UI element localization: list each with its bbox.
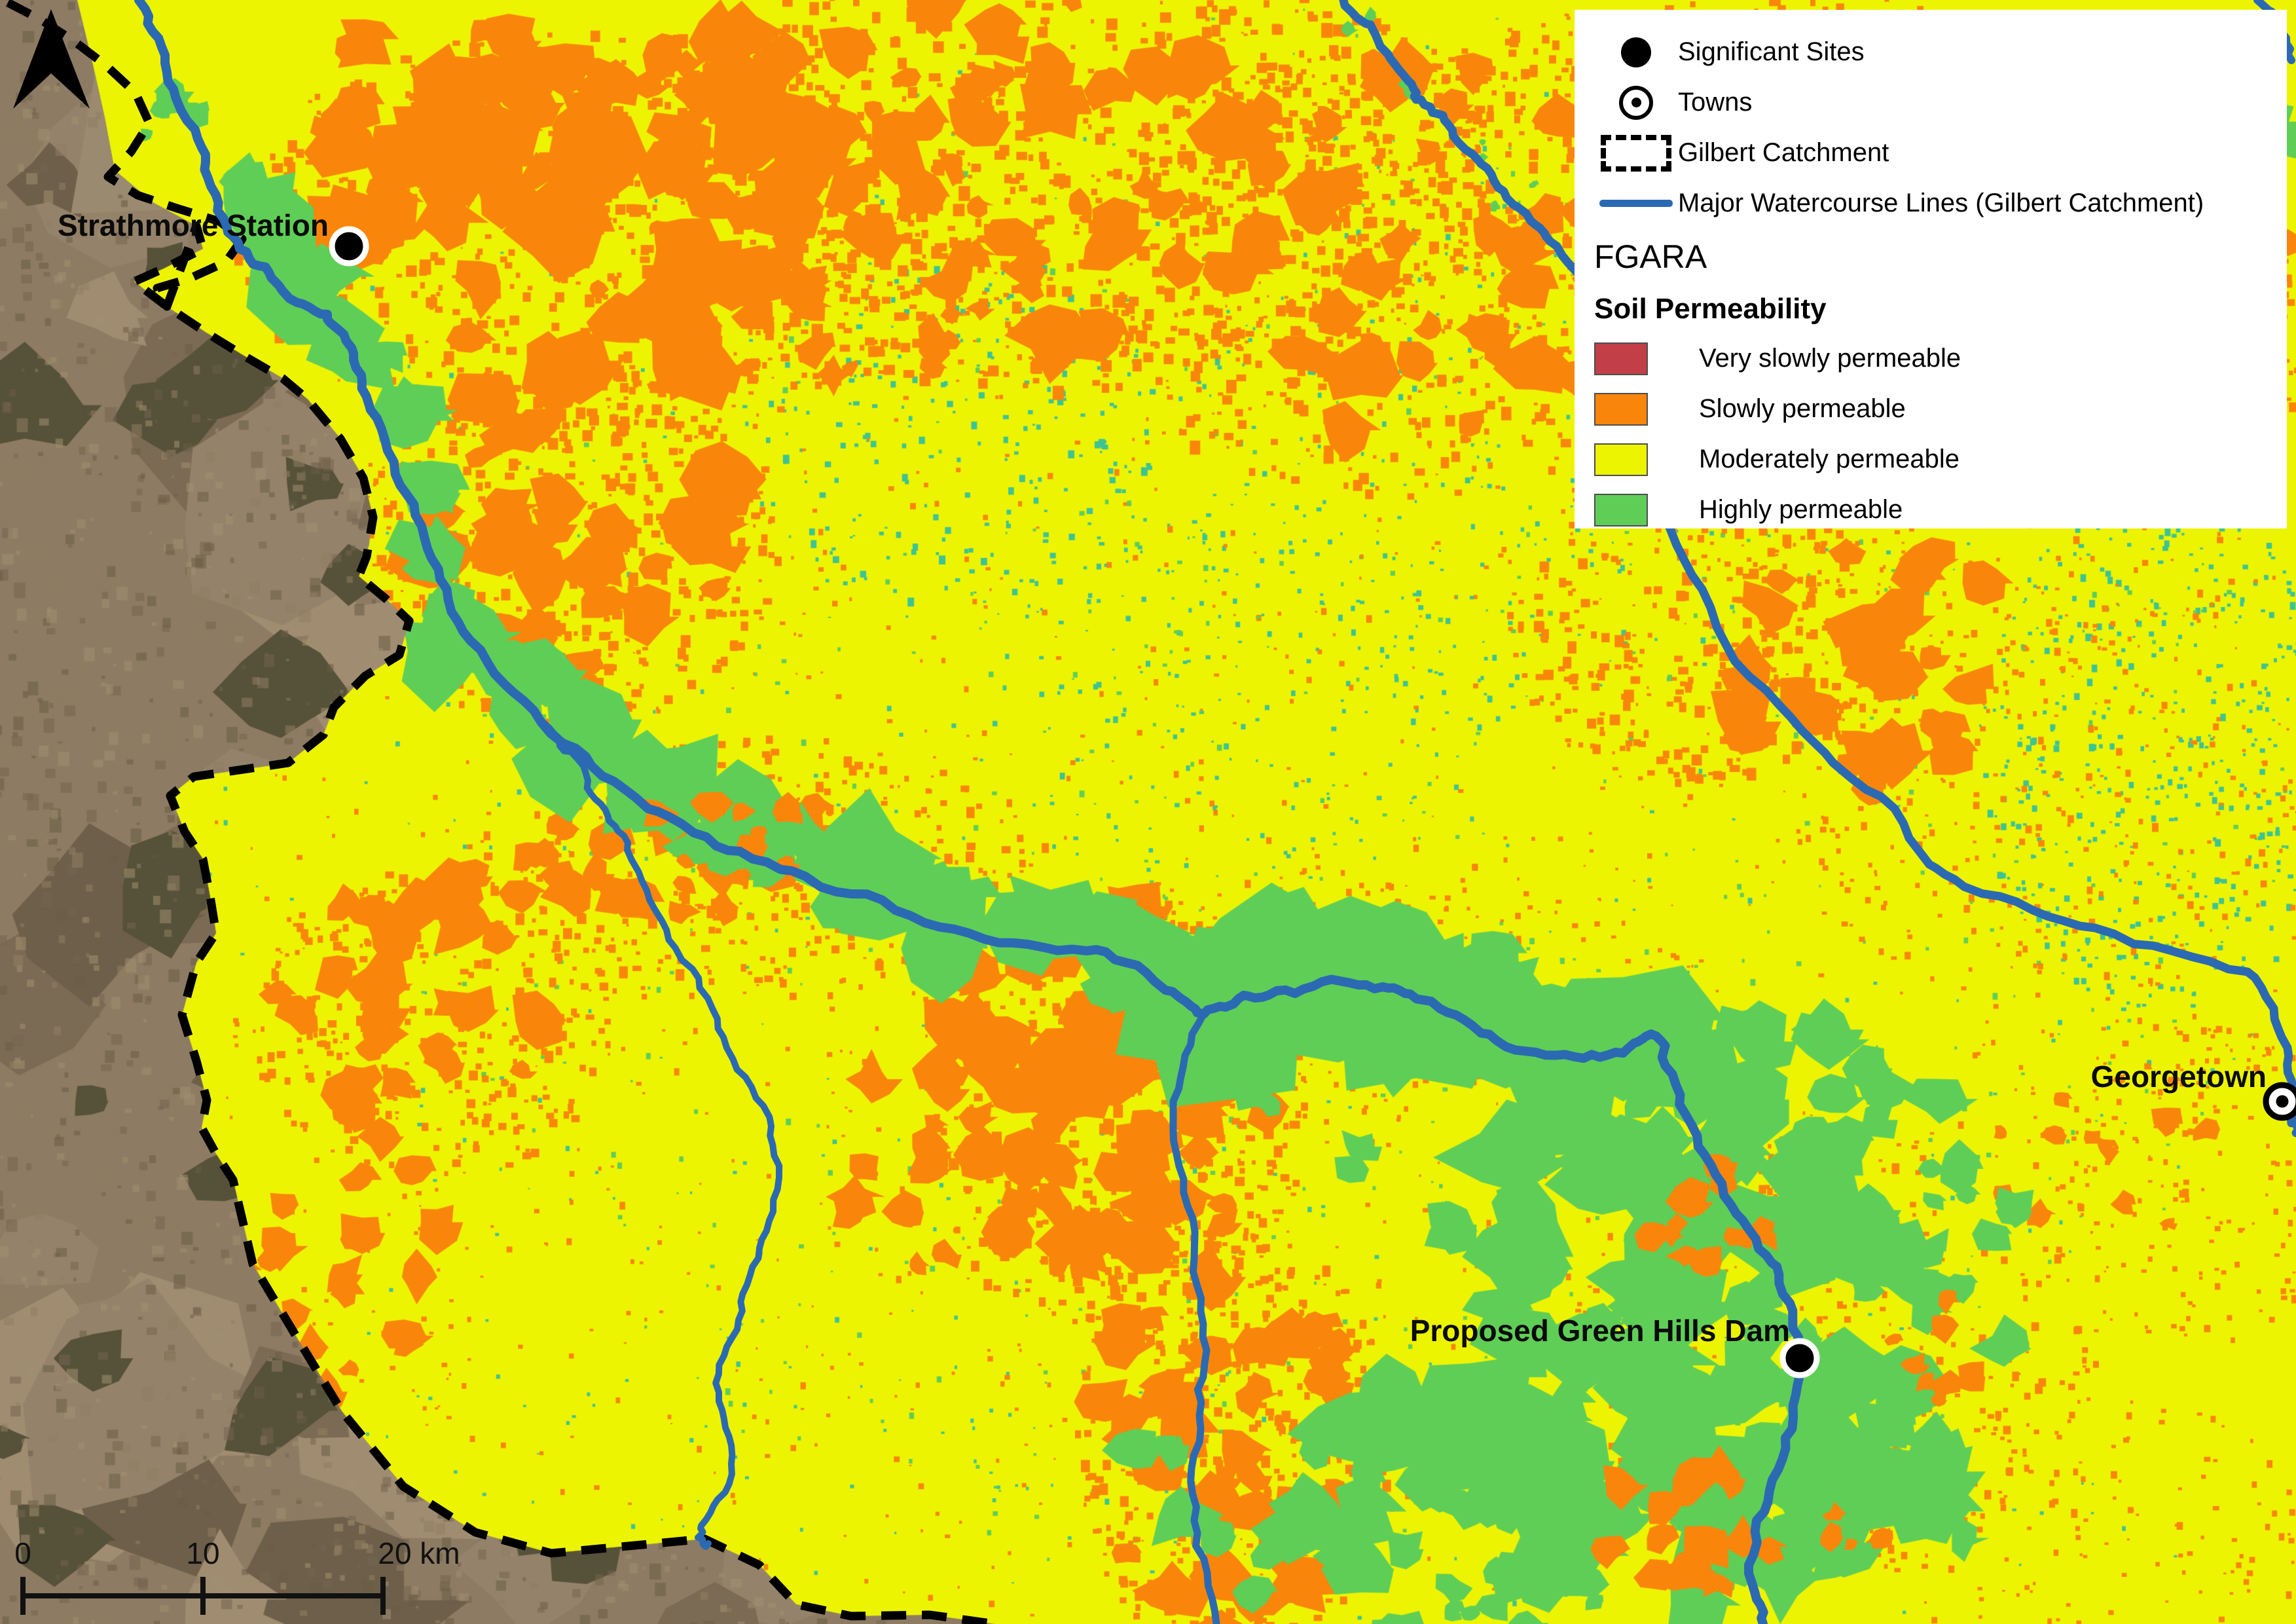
town-marker-georgetown: [2263, 1082, 2296, 1121]
watercourse-line-south-branch: [1169, 1010, 1220, 1624]
swatch-slowly-permeable: [1594, 392, 1648, 426]
legend-subgroup-title: Soil Permeability: [1594, 293, 1827, 325]
catchment-outline-icon: [1594, 134, 1678, 172]
legend-item-label: Towns: [1678, 88, 1753, 117]
scale-bar: [20, 1577, 386, 1615]
legend-class-highly-permeable: Highly permeable: [1594, 485, 2280, 535]
legend-item-label: Major Watercourse Lines (Gilbert Catchme…: [1678, 189, 2204, 217]
legend-class-very-slowly-permeable: Very slowly permeable: [1594, 333, 2280, 384]
legend-item-watercourse-lines: Major Watercourse Lines (Gilbert Catchme…: [1594, 178, 2280, 229]
catchment-boundary-line: [6, 0, 996, 1624]
watercourse-line-gilbert-river-upper: [134, 0, 1208, 1019]
significant-site-icon: [1594, 37, 1678, 67]
label-georgetown: Georgetown: [2091, 1060, 2267, 1094]
significant-site-marker-green-hills-dam: [1779, 1338, 1820, 1378]
legend-item-gilbert-catchment: Gilbert Catchment: [1594, 128, 2280, 178]
legend-item-towns: Towns: [1594, 77, 2280, 128]
swatch-moderately-permeable: [1594, 443, 1648, 476]
legend-class-slowly-permeable: Slowly permeable: [1594, 384, 2280, 434]
legend-item-label: Gilbert Catchment: [1678, 138, 1889, 167]
scale-tick-label-0: 0: [14, 1536, 31, 1570]
swatch-very-slowly-permeable: [1594, 342, 1648, 375]
watercourse-line-tributary-creek: [528, 705, 782, 1550]
legend-class-moderately-permeable: Moderately permeable: [1594, 434, 2280, 485]
watercourse-line-icon: [1594, 200, 1678, 207]
swatch-highly-permeable: [1594, 493, 1648, 526]
legend-class-label: Slowly permeable: [1699, 394, 1906, 423]
legend-class-label: Highly permeable: [1699, 495, 1903, 524]
watercourse-line-gilbert-river-lower: [1199, 974, 1806, 1624]
label-proposed-green-hills-dam: Proposed Green Hills Dam: [1410, 1314, 1790, 1348]
legend-class-label: Moderately permeable: [1699, 445, 1959, 473]
legend-item-significant-sites: Significant Sites: [1594, 27, 2280, 77]
legend-class-label: Very slowly permeable: [1699, 344, 1961, 373]
label-strathmore-station: Strathmore Station: [58, 208, 329, 242]
legend-group-title: FGARA: [1594, 238, 1707, 275]
significant-site-marker-strathmore: [329, 226, 369, 267]
town-icon: [1594, 85, 1678, 120]
north-arrow-icon: [13, 9, 90, 109]
legend-item-label: Significant Sites: [1678, 37, 1865, 66]
scale-tick-label-10: 10: [186, 1536, 219, 1570]
legend-panel: Significant Sites Towns Gilbert Catchmen…: [1575, 10, 2287, 528]
scale-tick-label-20km: 20 km: [378, 1536, 460, 1570]
